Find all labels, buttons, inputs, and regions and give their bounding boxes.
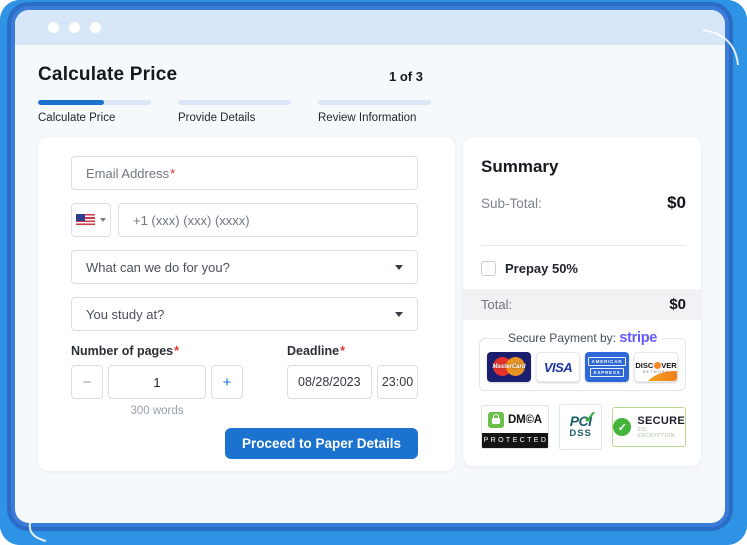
dmca-protected-badge: DM©A PROTECTED bbox=[481, 405, 549, 449]
subtotal-row: Sub-Total: $0 bbox=[463, 193, 701, 213]
summary-card: Summary Sub-Total: $0 Prepay 50% Total: bbox=[463, 137, 701, 466]
secure-payment-box: Secure Payment by: stripe MasterCard VIS… bbox=[479, 330, 686, 391]
prepay-label: Prepay 50% bbox=[505, 261, 578, 276]
check-icon: ✓ bbox=[613, 418, 632, 436]
step-calculate-price[interactable]: Calculate Price bbox=[38, 100, 151, 124]
header: Calculate Price 1 of 3 bbox=[38, 64, 702, 88]
stripe-logo: stripe bbox=[619, 330, 658, 346]
check-icon: ✓ bbox=[583, 408, 598, 427]
amex-logo: AMERICAN EXPRESS bbox=[585, 352, 629, 382]
step-label: Calculate Price bbox=[38, 112, 116, 124]
chevron-down-icon bbox=[395, 264, 403, 270]
phone-input[interactable] bbox=[118, 203, 418, 237]
page-title: Calculate Price bbox=[38, 64, 178, 85]
secure-payment-legend: Secure Payment by: stripe bbox=[502, 330, 663, 346]
window-dot bbox=[69, 22, 80, 33]
subtotal-value: $0 bbox=[667, 193, 686, 212]
chevron-down-icon bbox=[100, 218, 106, 222]
total-value: $0 bbox=[669, 296, 686, 313]
discover-logo: DISC VER NETWORK bbox=[634, 352, 678, 382]
pages-group: Number of pages* − 1 + 300 words bbox=[71, 344, 243, 417]
study-select-value: You study at? bbox=[86, 306, 165, 322]
pages-label: Number of pages* bbox=[71, 344, 179, 358]
progress-track bbox=[38, 100, 151, 105]
deadline-group: Deadline* 08/28/2023 23:00 bbox=[287, 344, 418, 417]
discover-o-icon bbox=[653, 361, 661, 369]
prepay-option[interactable]: Prepay 50% bbox=[481, 261, 686, 276]
pci-dss-badge: ✓ PCI DSS bbox=[558, 404, 603, 450]
plus-icon: + bbox=[222, 373, 232, 391]
progress-steps: Calculate Price Provide Details Review I… bbox=[38, 100, 702, 124]
window-dot bbox=[90, 22, 101, 33]
step-provide-details[interactable]: Provide Details bbox=[178, 100, 291, 124]
pages-stepper: − 1 + bbox=[71, 365, 243, 399]
phone-row bbox=[71, 203, 418, 237]
decrease-pages-button[interactable]: − bbox=[71, 365, 103, 399]
card-logos-row: MasterCard VISA AMERICAN EXPRESS bbox=[487, 352, 678, 382]
step-review-information[interactable]: Review Information bbox=[318, 100, 431, 124]
window-dot bbox=[48, 22, 59, 33]
main-content: Calculate Price 1 of 3 Calculate Price P… bbox=[15, 64, 725, 471]
us-flag-icon bbox=[76, 213, 95, 227]
step-label: Provide Details bbox=[178, 112, 256, 124]
mastercard-logo: MasterCard bbox=[487, 352, 531, 382]
progress-track bbox=[318, 100, 431, 105]
subtotal-label: Sub-Total: bbox=[481, 196, 542, 211]
service-select[interactable]: What can we do for you? bbox=[71, 250, 418, 284]
study-select[interactable]: You study at? bbox=[71, 297, 418, 331]
pages-value[interactable]: 1 bbox=[108, 365, 206, 399]
increase-pages-button[interactable]: + bbox=[211, 365, 243, 399]
required-asterisk: * bbox=[170, 165, 176, 181]
summary-title: Summary bbox=[481, 157, 559, 176]
deadline-label: Deadline* bbox=[287, 344, 345, 358]
service-select-value: What can we do for you? bbox=[86, 259, 230, 275]
app-window: Calculate Price 1 of 3 Calculate Price P… bbox=[15, 10, 725, 523]
window-titlebar bbox=[15, 10, 725, 45]
visa-logo: VISA bbox=[536, 352, 580, 382]
minus-icon: − bbox=[82, 373, 92, 391]
required-asterisk: * bbox=[340, 344, 345, 358]
prepay-checkbox[interactable] bbox=[481, 261, 496, 276]
ssl-secure-badge: ✓ SECURE SSL ENCRYPTION bbox=[612, 407, 686, 447]
step-label: Review Information bbox=[318, 112, 417, 124]
country-selector[interactable] bbox=[71, 203, 111, 237]
email-placeholder: Email Address bbox=[86, 165, 170, 181]
progress-fill bbox=[38, 100, 104, 105]
proceed-button[interactable]: Proceed to Paper Details bbox=[224, 428, 418, 459]
trust-badges-row: DM©A PROTECTED ✓ PCI DSS ✓ bbox=[481, 404, 686, 450]
total-label: Total: bbox=[481, 297, 513, 312]
email-input[interactable]: Email Address * bbox=[71, 156, 418, 190]
words-hint: 300 words bbox=[130, 405, 184, 417]
progress-track bbox=[178, 100, 291, 105]
deadline-date-input[interactable]: 08/28/2023 bbox=[287, 365, 372, 399]
deadline-time-input[interactable]: 23:00 bbox=[377, 365, 418, 399]
step-indicator: 1 of 3 bbox=[389, 69, 423, 84]
divider bbox=[481, 245, 686, 246]
order-form-card: Email Address* What can we do for you? bbox=[38, 137, 455, 471]
lock-icon bbox=[488, 411, 505, 428]
chevron-down-icon bbox=[395, 311, 403, 317]
required-asterisk: * bbox=[174, 344, 179, 358]
total-row: Total: $0 bbox=[463, 289, 701, 320]
